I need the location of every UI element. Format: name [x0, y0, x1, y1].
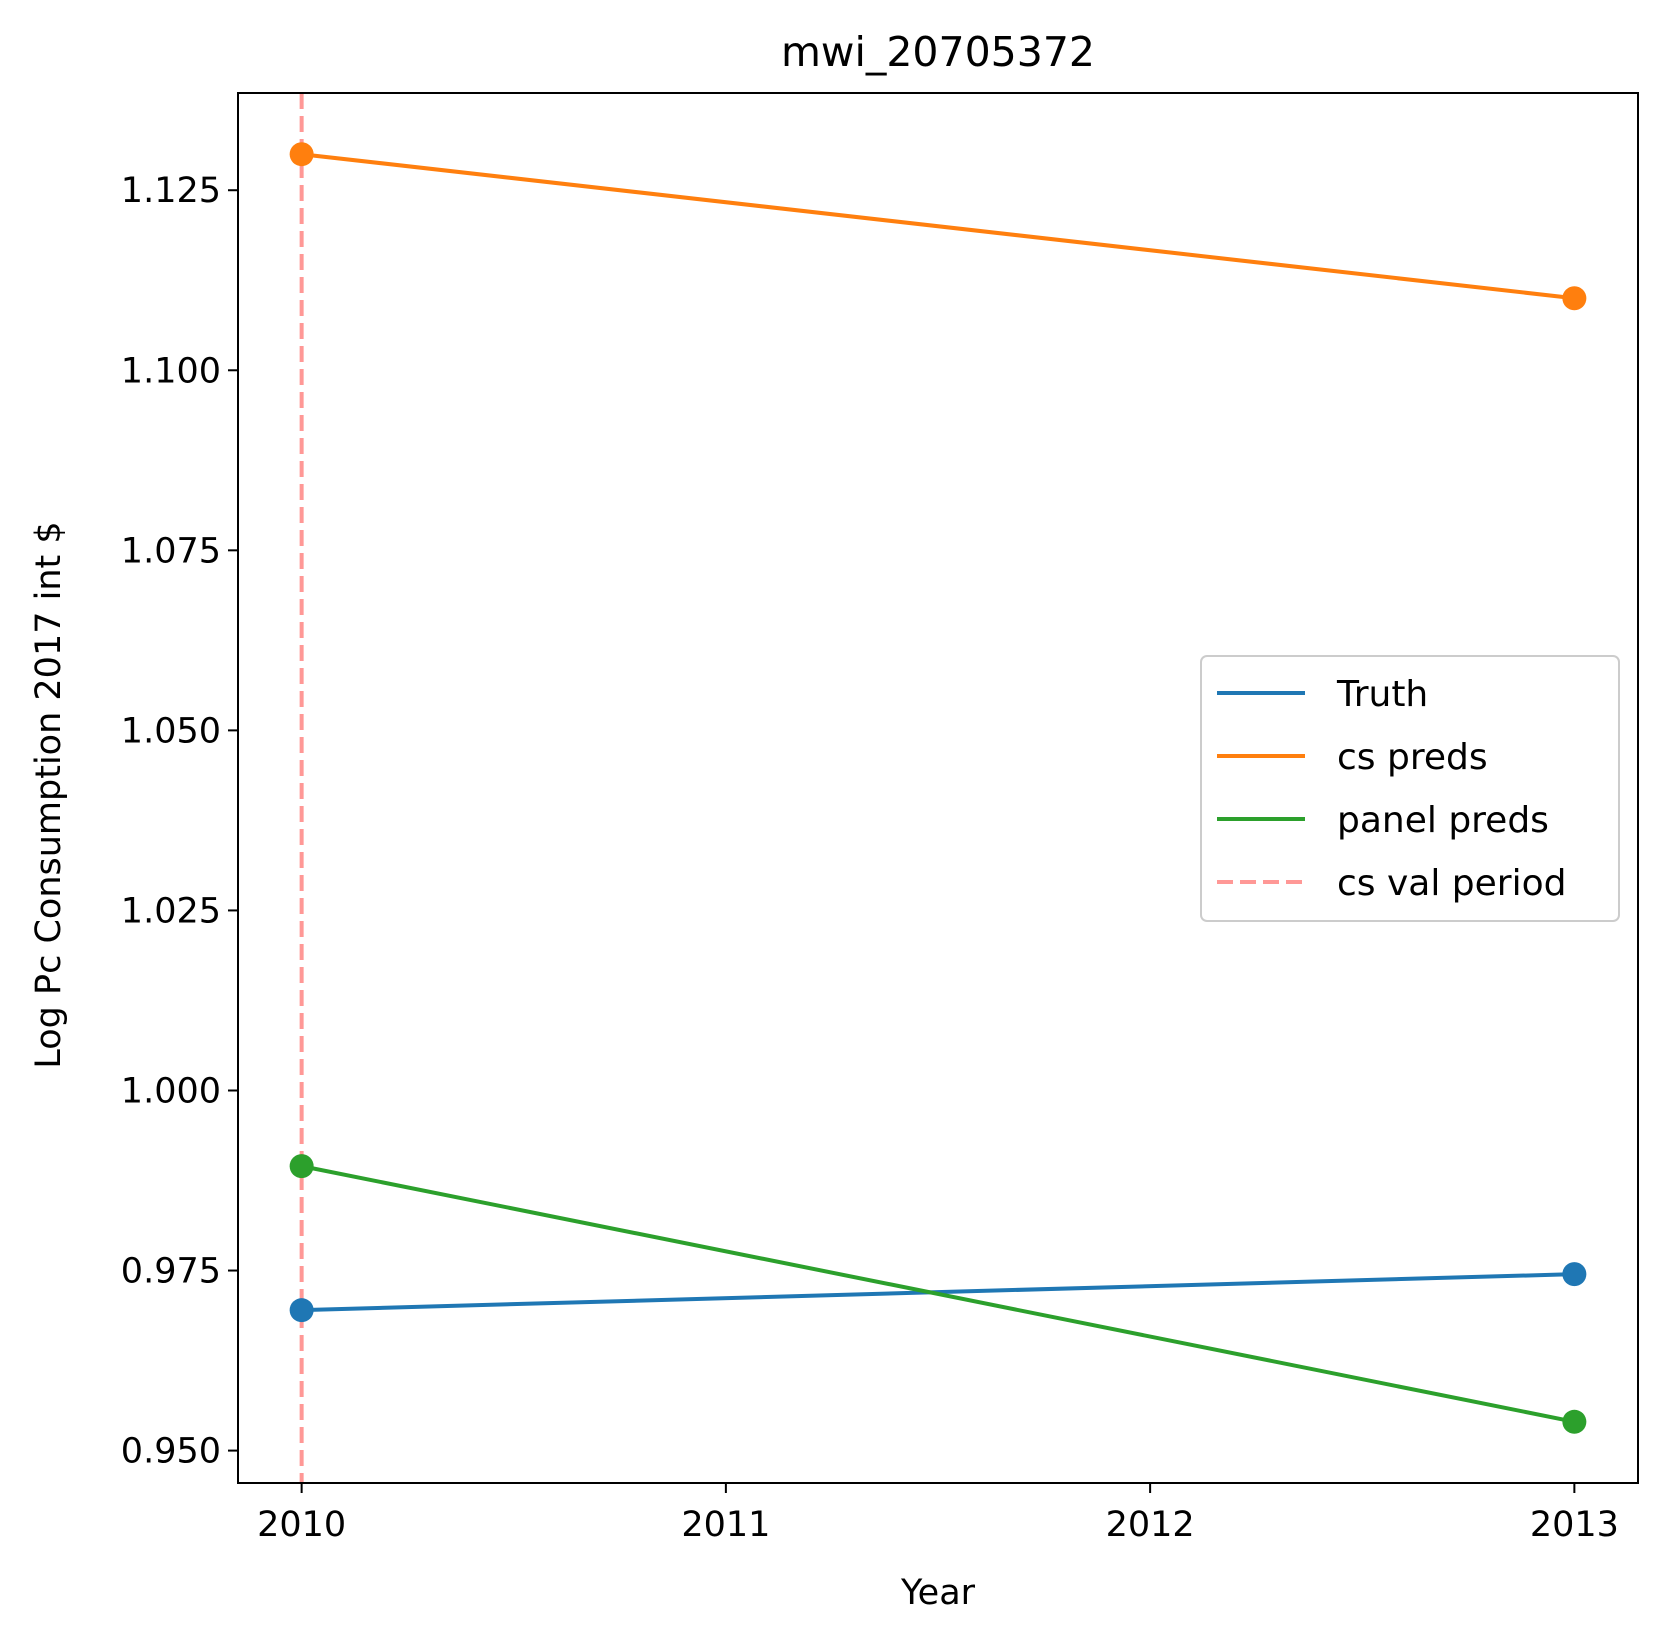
panel-preds-line: [301, 1164, 1575, 1424]
y-axis-label: Log Pc Consumption 2017 int $: [29, 521, 69, 1068]
x-axis: 2010 2011 2012 2013: [257, 1483, 1619, 1545]
y-tick-label: 1.075: [121, 531, 221, 571]
y-axis: 0.950 0.975 1.000 1.025 1.050 1.075 1.100 1.125: [121, 171, 238, 1472]
legend-label-cs-preds: cs preds: [1337, 737, 1488, 778]
legend-label-panel-preds: panel preds: [1337, 800, 1549, 841]
cs-preds-point: [289, 142, 314, 167]
y-tick-label: 1.050: [121, 711, 221, 751]
y-tick-label: 1.025: [121, 891, 221, 931]
legend-label-cs-val-period: cs val period: [1337, 863, 1566, 904]
panel-preds-point: [1562, 1409, 1587, 1434]
y-tick-label: 1.125: [121, 171, 221, 211]
plot-frame: [237, 92, 1639, 1484]
y-tick-label: 0.975: [121, 1252, 221, 1292]
truth-point: [1562, 1262, 1587, 1287]
x-tick-label: 2011: [681, 1505, 770, 1545]
x-tick-label: 2012: [1106, 1505, 1195, 1545]
cs-preds-line: [301, 152, 1575, 301]
x-tick-label: 2010: [257, 1505, 346, 1545]
y-tick-label: 1.100: [121, 351, 221, 391]
legend-box: [1200, 655, 1620, 922]
x-axis-label: Year: [900, 1573, 976, 1613]
y-tick-label: 1.000: [121, 1071, 221, 1111]
legend-label-truth: Truth: [1336, 674, 1428, 715]
truth-point: [289, 1298, 314, 1323]
chart-title: mwi_20705372: [781, 28, 1095, 76]
plot-area: [289, 93, 1587, 1483]
panel-preds-point: [289, 1154, 314, 1179]
x-tick-label: 2013: [1530, 1505, 1619, 1545]
y-tick-label: 0.950: [121, 1432, 221, 1472]
legend: Truth cs preds panel preds cs val period: [1200, 655, 1620, 922]
cs-preds-point: [1562, 286, 1587, 311]
